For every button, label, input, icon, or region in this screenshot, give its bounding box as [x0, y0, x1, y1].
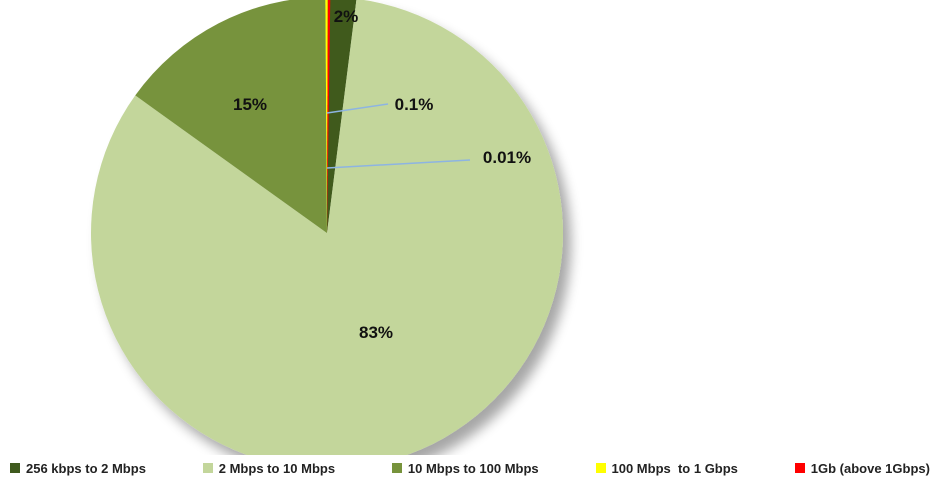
legend-label: 100 Mbps to 1 Gbps	[611, 460, 738, 476]
pie-chart: 2% 83% 15% 0.1% 0.01%	[91, 0, 563, 469]
leader-lines	[326, 103, 471, 169]
legend-label: 10 Mbps to 100 Mbps	[407, 460, 539, 476]
slice-label-1gb-above: 0.01%	[483, 148, 531, 167]
pie-slice-2-10mbps	[91, 0, 563, 469]
slice-labels: 2% 83% 15% 0.1% 0.01%	[233, 7, 531, 342]
legend-item-10-100mbps: 10 Mbps to 100 Mbps	[391, 460, 539, 476]
legend-label: 256 kbps to 2 Mbps	[26, 460, 146, 476]
pie-slice-100mbps-1gbps	[325, 0, 328, 233]
legend-swatch	[202, 463, 213, 473]
pie-slice-1gb-above	[327, 0, 331, 233]
leader-line-100mbps-1gbps	[326, 103, 389, 114]
slice-label-256kbps-2mbps: 2%	[334, 7, 359, 26]
pie-slices	[91, 0, 563, 469]
legend-item-1gb-above: 1Gb (above 1Gbps)	[794, 460, 930, 476]
legend-swatch	[391, 463, 402, 473]
legend-item-100mbps-1gbps: 100 Mbps to 1 Gbps	[595, 460, 738, 476]
slice-label-2-10mbps: 83%	[359, 323, 393, 342]
legend-item-2-10mbps: 2 Mbps to 10 Mbps	[202, 460, 336, 476]
slice-label-10-100mbps: 15%	[233, 95, 267, 114]
legend-swatch	[10, 463, 20, 473]
legend-item-256kbps-2mbps: 256 kbps to 2 Mbps	[10, 461, 146, 476]
pie-slice-256kbps-2mbps	[327, 0, 357, 233]
pie-slice-10-100mbps	[135, 0, 327, 233]
chart-legend: 256 kbps to 2 Mbps 2 Mbps to 10 Mbps 10 …	[10, 458, 930, 478]
slice-label-100mbps-1gbps: 0.1%	[395, 95, 434, 114]
legend-swatch	[794, 463, 805, 473]
legend-label: 2 Mbps to 10 Mbps	[218, 460, 336, 476]
legend-swatch	[595, 463, 606, 473]
leader-line-1gb-above	[326, 159, 471, 169]
legend-label: 1Gb (above 1Gbps)	[810, 460, 930, 476]
